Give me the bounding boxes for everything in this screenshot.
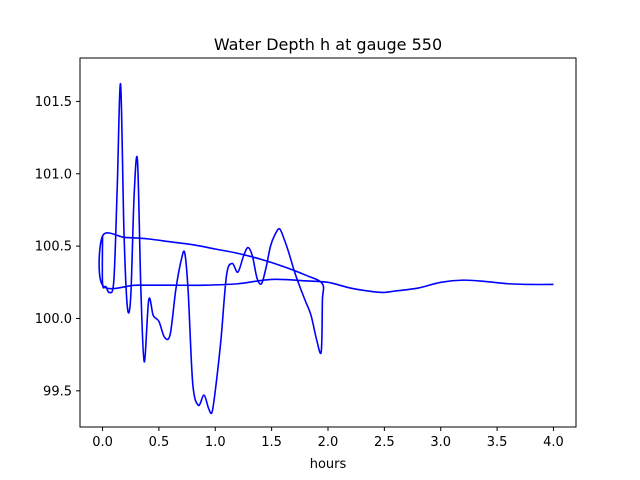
- x-axis: 0.0 0.5 1.0 1.5 2.0 2.5 3.0 3.5 4.0: [92, 427, 564, 450]
- x-tick-label: 0.5: [149, 435, 170, 450]
- y-tick-label: 100.0: [35, 312, 72, 327]
- x-tick-label: 1.5: [261, 435, 282, 450]
- y-axis: 99.5 100.0 100.5 101.0 101.5: [35, 95, 80, 399]
- chart-title: Water Depth h at gauge 550: [214, 35, 442, 54]
- x-tick-label: 2.0: [318, 435, 339, 450]
- y-tick-label: 99.5: [43, 384, 72, 399]
- y-tick-label: 101.5: [35, 95, 72, 110]
- series-line-0: [98, 83, 554, 415]
- x-axis-label: hours: [310, 457, 347, 472]
- x-tick-label: 3.5: [487, 435, 508, 450]
- x-tick-label: 2.5: [374, 435, 395, 450]
- x-tick-label: 1.0: [205, 435, 226, 450]
- x-tick-label: 3.0: [430, 435, 451, 450]
- y-tick-label: 100.5: [35, 240, 72, 255]
- x-tick-label: 4.0: [543, 435, 564, 450]
- plot-frame: [79, 57, 577, 428]
- x-tick-label: 0.0: [92, 435, 113, 450]
- y-tick-label: 101.0: [35, 167, 72, 182]
- series-layer: [98, 83, 554, 415]
